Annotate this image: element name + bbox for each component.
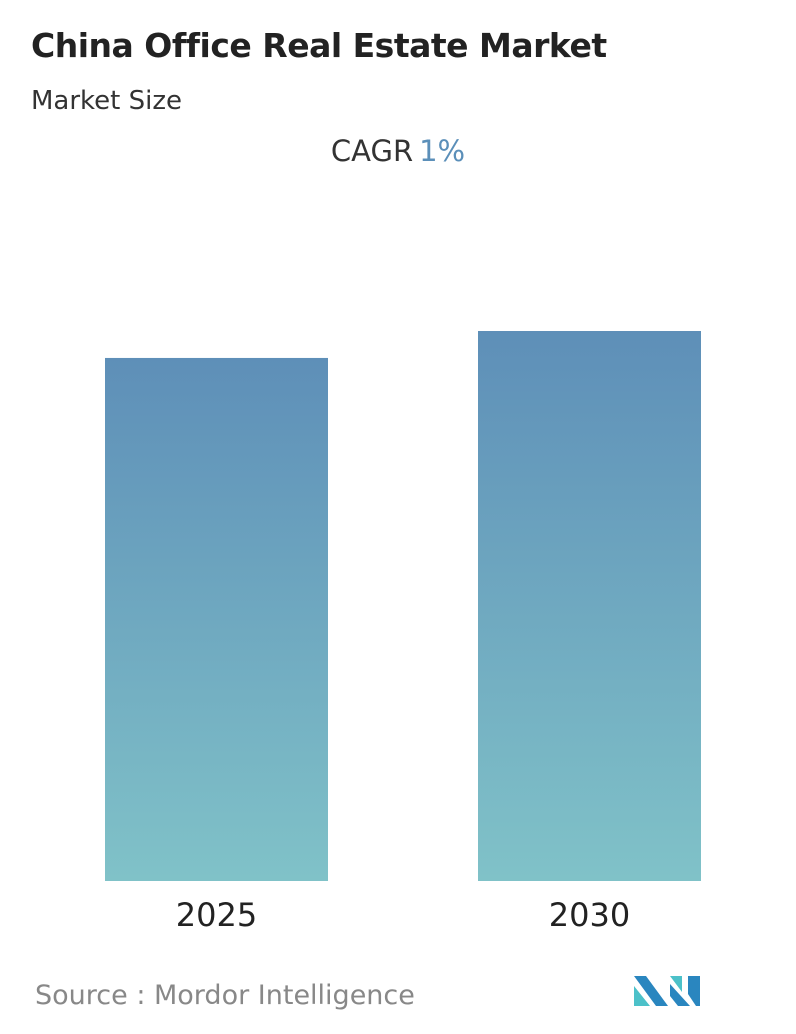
x-tick-label: 2025 bbox=[176, 896, 257, 934]
bar-2030 bbox=[478, 331, 701, 881]
chart-subtitle: Market Size bbox=[31, 86, 183, 116]
bar-2025 bbox=[105, 357, 328, 881]
page-title: China Office Real Estate Market bbox=[31, 26, 607, 65]
cagr-text: CAGR bbox=[330, 134, 414, 168]
mordor-intelligence-logo bbox=[634, 976, 700, 1006]
source-text: Source : Mordor Intelligence bbox=[35, 980, 415, 1011]
cagr-value: 1% bbox=[419, 134, 466, 168]
x-tick-label: 2030 bbox=[549, 896, 630, 934]
bar-chart: 2025 2030 bbox=[105, 331, 701, 934]
cagr-label: CAGR 1% bbox=[0, 134, 796, 168]
